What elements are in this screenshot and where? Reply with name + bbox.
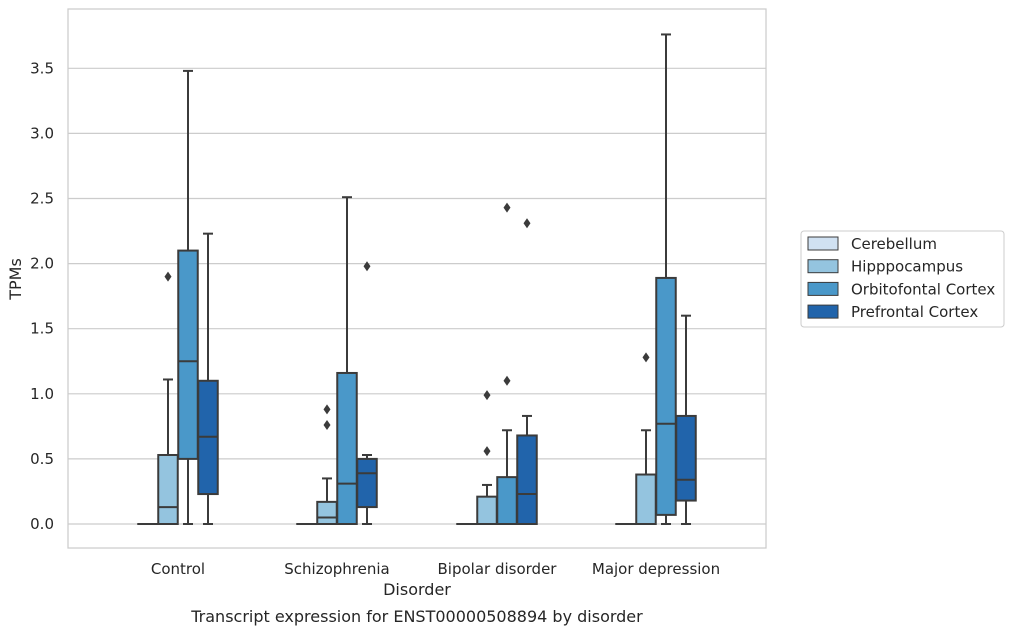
box-plot: [157, 271, 179, 525]
box: [516, 434, 538, 525]
box: [157, 453, 179, 525]
outlier-point: [503, 375, 511, 386]
box-plot: [675, 314, 697, 525]
legend-swatch: [807, 259, 839, 274]
x-axis-title: Disorder: [383, 580, 451, 599]
outlier-point: [523, 218, 531, 229]
box: [177, 249, 199, 460]
outlier-point: [483, 390, 491, 401]
x-tick-label: Control: [151, 560, 205, 578]
y-tick-label: 3.0: [30, 124, 54, 142]
legend-label: Prefrontal Cortex: [851, 303, 978, 321]
box: [336, 371, 358, 525]
box: [675, 414, 697, 502]
x-tick-label: Major depression: [592, 560, 720, 578]
box: [655, 276, 677, 516]
x-tick-label: Schizophrenia: [284, 560, 389, 578]
y-tick-label: 0.5: [30, 450, 54, 468]
figure-caption: Transcript expression for ENST0000050889…: [190, 607, 643, 626]
box-plot: [177, 69, 199, 525]
box-plot: [316, 404, 338, 525]
legend-swatch: [807, 304, 839, 319]
box-plot: [655, 33, 677, 525]
plot-frame: [67, 8, 767, 549]
outlier-point: [323, 404, 331, 415]
outlier-point: [642, 352, 650, 363]
box: [356, 457, 378, 509]
outlier-point: [323, 420, 331, 431]
legend-label: Cerebellum: [851, 235, 937, 253]
y-tick-label: 2.0: [30, 255, 54, 273]
outlier-point: [483, 446, 491, 457]
y-tick-label: 0.0: [30, 515, 54, 533]
outlier-point: [164, 271, 172, 282]
legend-frame: [800, 230, 1005, 328]
box-plot: [356, 261, 378, 525]
y-axis-ticks: 0.0 0.5 1.0 1.5 2.0 2.5 3.0 3.5: [30, 59, 54, 533]
box-plot: [336, 196, 358, 525]
y-axis-title: TPMs: [6, 258, 25, 301]
box-plots: [137, 33, 697, 526]
box-plot: [476, 390, 498, 525]
legend-label: Hipppocampus: [851, 258, 963, 276]
box: [316, 500, 338, 525]
box-plot: [516, 218, 538, 525]
y-tick-label: 2.5: [30, 190, 54, 208]
box: [476, 495, 498, 525]
box: [635, 473, 657, 525]
x-tick-label: Bipolar disorder: [438, 560, 558, 578]
y-tick-label: 1.5: [30, 320, 54, 338]
y-tick-label: 1.0: [30, 385, 54, 403]
legend: Cerebellum Hipppocampus Orbitofontal Corte…: [800, 230, 1005, 328]
box-plot: [197, 232, 219, 525]
box-plot: [635, 352, 657, 525]
legend-swatch: [807, 236, 839, 251]
outlier-point: [363, 261, 371, 272]
y-tick-label: 3.5: [30, 59, 54, 77]
x-axis-ticks: Control Schizophrenia Bipolar disorder Majo…: [151, 560, 720, 578]
box-plot: [496, 202, 518, 525]
legend-label: Orbitofontal Cortex: [851, 280, 995, 298]
legend-swatch: [807, 281, 839, 296]
outlier-point: [503, 202, 511, 213]
box: [496, 476, 518, 525]
